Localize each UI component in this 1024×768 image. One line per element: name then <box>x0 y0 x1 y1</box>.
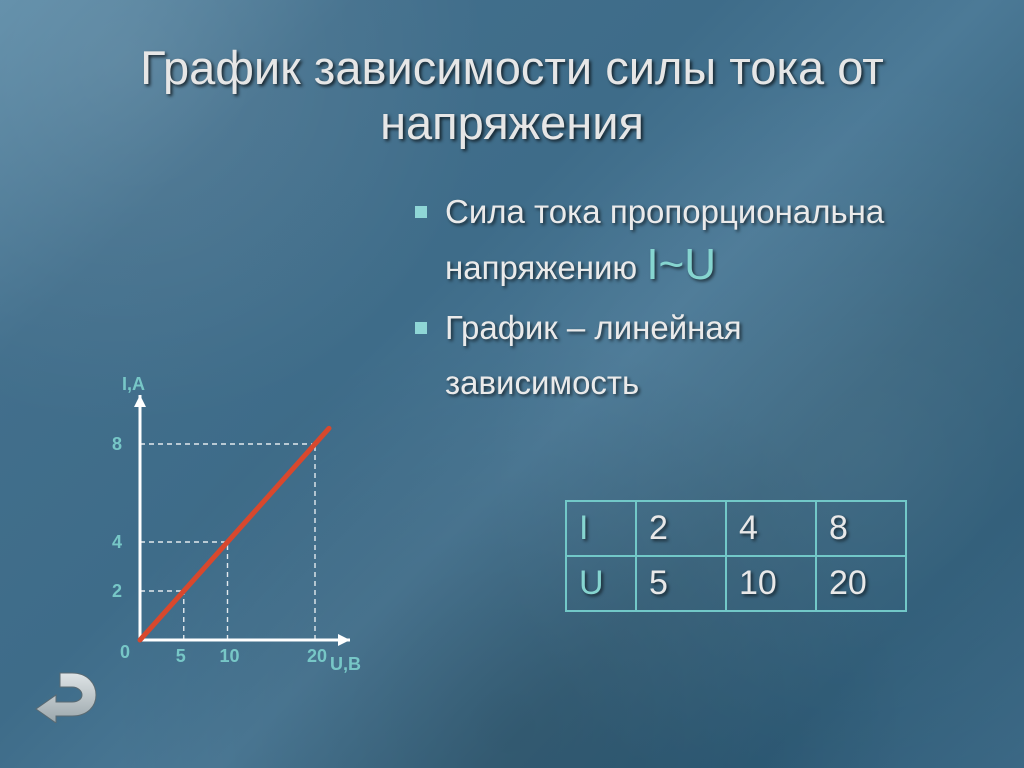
svg-text:2: 2 <box>112 581 122 601</box>
svg-text:0: 0 <box>120 642 130 662</box>
line-chart: 0 5 10 20 2 4 8 I,А U,В <box>85 370 365 680</box>
slide-title: График зависимости силы тока отнапряжени… <box>0 40 1024 151</box>
svg-text:I,А: I,А <box>122 374 145 394</box>
table-cell: 2 <box>636 501 726 556</box>
table-row: U 5 10 20 <box>566 556 906 611</box>
bullet-marker-icon <box>415 206 427 218</box>
table-cell: 8 <box>816 501 906 556</box>
bullet-item: Сила тока пропорциональна напряжению I~U <box>415 190 944 294</box>
bullet-text: График – линейная зависимость <box>445 306 944 410</box>
bullet-accent: I~U <box>646 240 716 289</box>
table-row: I 2 4 8 <box>566 501 906 556</box>
svg-text:5: 5 <box>176 646 186 666</box>
bullet-text: Сила тока пропорциональна напряжению I~U <box>445 190 944 294</box>
svg-text:4: 4 <box>112 532 122 552</box>
svg-text:20: 20 <box>307 646 327 666</box>
bullet-prefix: График – линейная зависимость <box>445 309 742 402</box>
bullet-item: График – линейная зависимость <box>415 306 944 410</box>
table-cell: 5 <box>636 556 726 611</box>
table-cell: 20 <box>816 556 906 611</box>
svg-text:10: 10 <box>220 646 240 666</box>
chart-line <box>140 428 329 640</box>
table-row-label: I <box>566 501 636 556</box>
table-cell: 4 <box>726 501 816 556</box>
table-cell: 10 <box>726 556 816 611</box>
svg-text:8: 8 <box>112 434 122 454</box>
svg-text:U,В: U,В <box>330 654 361 674</box>
slide: График зависимости силы тока отнапряжени… <box>0 0 1024 768</box>
bullet-list: Сила тока пропорциональна напряжению I~U… <box>415 190 944 422</box>
bullet-marker-icon <box>415 322 427 334</box>
back-arrow-icon[interactable] <box>30 668 100 723</box>
data-table: I 2 4 8 U 5 10 20 <box>565 500 907 612</box>
table-row-label: U <box>566 556 636 611</box>
